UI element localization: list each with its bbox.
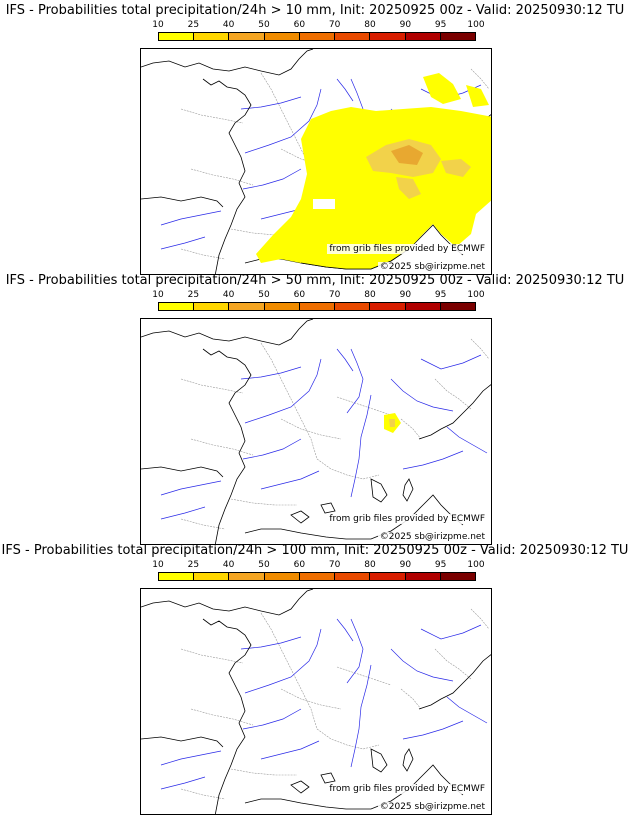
- admin-borders: [180, 338, 490, 530]
- legend-tick-label: 40: [222, 560, 235, 570]
- legend-tick-label: 25: [187, 560, 200, 570]
- legend-tick-label: 50: [258, 560, 270, 570]
- legend-tick-label: 80: [364, 290, 376, 300]
- legend-tick-label: 100: [467, 560, 485, 570]
- legend-tick-label: 70: [328, 290, 341, 300]
- probability-overlay: [384, 413, 401, 433]
- copyright-credit: ©2025 sb@irizpme.net: [377, 262, 487, 272]
- legend-swatch: [159, 33, 195, 40]
- legend-swatch: [299, 33, 336, 40]
- legend-swatch: [229, 573, 265, 580]
- legend-tick-label: 40: [222, 290, 235, 300]
- panel-50mm: IFS - Probabilities total precipitation/…: [0, 270, 630, 546]
- legend-tick-label: 95: [434, 20, 447, 30]
- legend-swatch: [440, 573, 475, 580]
- panel-title: IFS - Probabilities total precipitation/…: [5, 3, 625, 18]
- legend-swatch: [264, 303, 300, 310]
- legend-swatch: [440, 33, 475, 40]
- legend-tick-label: 95: [434, 290, 447, 300]
- legend-swatch: [194, 573, 230, 580]
- legend-swatch: [335, 33, 371, 40]
- legend-ticks: 10 25 40 50 60 70 80 90 95 100: [152, 560, 484, 572]
- legend-swatch: [159, 303, 195, 310]
- prob-area-40: [391, 145, 423, 165]
- lake-geneva: [313, 199, 335, 209]
- legend-tick-label: 70: [328, 20, 341, 30]
- probability-overlay: [256, 73, 491, 270]
- legend-tick-label: 25: [187, 290, 200, 300]
- legend-tick-label: 70: [328, 560, 341, 570]
- map-frame: from grib files provided by ECMWF ©2025 …: [140, 318, 492, 545]
- legend-swatch: [405, 33, 441, 40]
- legend-swatch: [264, 33, 300, 40]
- legend-bar: [158, 32, 476, 41]
- legend-tick-label: 60: [293, 20, 306, 30]
- legend-swatch: [370, 573, 406, 580]
- admin-borders: [180, 608, 490, 800]
- legend-swatch: [264, 573, 300, 580]
- source-credit: from grib files provided by ECMWF: [327, 514, 487, 524]
- panel-title: IFS - Probabilities total precipitation/…: [1, 543, 629, 558]
- legend-tick-label: 90: [399, 20, 412, 30]
- legend-tick-label: 60: [293, 290, 306, 300]
- coastline-overlay: [300, 248, 410, 270]
- legend-tick-label: 25: [187, 20, 200, 30]
- panel-title: IFS - Probabilities total precipitation/…: [5, 273, 625, 288]
- legend-swatch: [405, 573, 441, 580]
- legend-swatch: [370, 33, 406, 40]
- legend-swatch: [405, 303, 441, 310]
- legend-bar: [158, 572, 476, 581]
- color-legend: 10 25 40 50 60 70 80 90 95 100: [152, 20, 485, 44]
- legend-swatch: [370, 303, 406, 310]
- legend-swatch: [159, 573, 195, 580]
- map-frame: from grib files provided by ECMWF ©2025 …: [140, 588, 492, 815]
- legend-swatch: [299, 303, 336, 310]
- rivers: [160, 618, 488, 790]
- legend-tick-label: 90: [399, 560, 412, 570]
- legend-swatch: [335, 573, 371, 580]
- legend-swatch: [194, 303, 230, 310]
- source-credit: from grib files provided by ECMWF: [327, 784, 487, 794]
- rivers: [160, 348, 488, 520]
- legend-swatch: [299, 573, 336, 580]
- legend-ticks: 10 25 40 50 60 70 80 90 95 100: [152, 20, 484, 32]
- legend-swatch: [194, 33, 230, 40]
- copyright-credit: ©2025 sb@irizpme.net: [377, 532, 487, 542]
- coastline: [141, 589, 491, 814]
- legend-tick-label: 40: [222, 20, 235, 30]
- legend-tick-label: 50: [258, 20, 270, 30]
- legend-swatch: [229, 33, 265, 40]
- legend-tick-label: 80: [364, 20, 376, 30]
- legend-swatch: [440, 303, 475, 310]
- legend-swatch: [229, 303, 265, 310]
- panel-10mm: IFS - Probabilities total precipitation/…: [0, 0, 630, 276]
- legend-tick-label: 60: [293, 560, 306, 570]
- map-frame: from grib files provided by ECMWF ©2025 …: [140, 48, 492, 275]
- color-legend: 10 25 40 50 60 70 80 90 95 100: [152, 560, 485, 584]
- legend-tick-label: 100: [467, 20, 485, 30]
- legend-tick-label: 80: [364, 560, 376, 570]
- legend-tick-label: 100: [467, 290, 485, 300]
- legend-tick-label: 10: [152, 20, 164, 30]
- legend-tick-label: 95: [434, 560, 447, 570]
- legend-ticks: 10 25 40 50 60 70 80 90 95 100: [152, 290, 484, 302]
- source-credit: from grib files provided by ECMWF: [327, 244, 487, 254]
- basemap: [141, 589, 491, 814]
- copyright-credit: ©2025 sb@irizpme.net: [377, 802, 487, 812]
- legend-tick-label: 50: [258, 290, 270, 300]
- legend-bar: [158, 302, 476, 311]
- color-legend: 10 25 40 50 60 70 80 90 95 100: [152, 290, 485, 314]
- legend-tick-label: 90: [399, 290, 412, 300]
- legend-tick-label: 10: [152, 560, 164, 570]
- prob-area-50mm-core: [389, 419, 395, 427]
- legend-tick-label: 10: [152, 290, 164, 300]
- legend-swatch: [335, 303, 371, 310]
- panel-100mm: IFS - Probabilities total precipitation/…: [0, 540, 630, 816]
